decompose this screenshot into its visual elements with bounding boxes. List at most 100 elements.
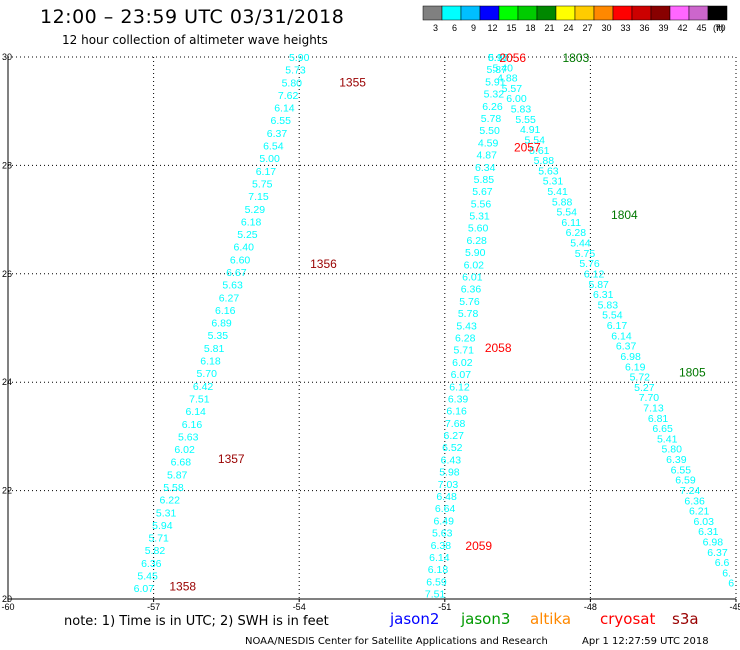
wave-height-value: 6.12 [449, 381, 470, 393]
pass-time-label: 1356 [310, 257, 337, 271]
x-tick-label: -45 [729, 602, 740, 612]
colorbar-swatch [460, 5, 481, 21]
wave-height-value: 5.80 [282, 77, 303, 89]
wave-height-value: 5.31 [156, 507, 177, 519]
wave-height-value: 5.72 [630, 372, 651, 384]
colorbar-swatch [536, 5, 557, 21]
pass-time-label: 1358 [169, 579, 196, 593]
wave-height-value: 5.78 [481, 113, 502, 125]
colorbar-swatch [669, 5, 690, 21]
colorbar-swatch [517, 5, 538, 21]
x-tick-label: -51 [438, 602, 451, 612]
pass-time-label: 2059 [465, 539, 492, 553]
wave-height-value: 6.34 [475, 162, 496, 174]
colorbar-swatch [422, 5, 443, 21]
pass-time-label: 1804 [611, 208, 638, 222]
wave-height-value: 5.81 [204, 343, 225, 355]
wave-height-value: 5.31 [469, 211, 490, 223]
wave-height-value: 7.62 [278, 90, 299, 102]
colorbar-swatch [650, 5, 671, 21]
wave-height-value: 6.02 [174, 444, 195, 456]
wave-height-value: 6.40 [234, 242, 255, 254]
wave-height-value: 5.17 [488, 52, 509, 64]
wave-height-value: 6.21 [689, 506, 710, 518]
wave-height-value: 7.03 [438, 479, 459, 491]
y-axis: 20 22 24 26 28 30 [2, 52, 12, 604]
colorbar-swatch [498, 5, 519, 21]
wave-height-value: 6.14 [429, 552, 450, 564]
wave-height-value: 6.14 [611, 330, 632, 342]
wave-height-value: 5.63 [222, 280, 243, 292]
x-tick-label: -54 [293, 602, 306, 612]
wave-height-value: 6.6 [715, 557, 730, 569]
colorbar-tick-label: 39 [658, 23, 668, 33]
wave-height-value: 5.43 [456, 320, 477, 332]
wave-height-value: 7.13 [643, 402, 664, 414]
wave-height-value: 6.49 [433, 515, 454, 527]
wave-height-value: 6.60 [230, 254, 251, 266]
colorbar-swatch [593, 5, 614, 21]
colorbar-tick-label: 24 [563, 23, 573, 33]
wave-height-value: 6.00 [506, 93, 527, 105]
wave-height-value: 5.87 [487, 64, 508, 76]
colorbar-tick-label: 30 [601, 23, 611, 33]
wave-height-value: 6.89 [211, 318, 232, 330]
colorbar-tick-label: 33 [620, 23, 630, 33]
wave-height-value: 5.76 [579, 258, 600, 270]
wave-height-value: 6. [722, 567, 731, 579]
wave-height-value: 6.81 [648, 413, 669, 425]
chart-title: 12:00 – 23:59 UTC 03/31/2018 [40, 6, 345, 28]
wave-height-value: 6.59 [675, 475, 696, 487]
wave-height-value: 5.25 [237, 229, 258, 241]
plot-frame [7, 57, 736, 600]
wave-height-value: 6.28 [466, 235, 487, 247]
wave-height-value: 6.42 [193, 381, 214, 393]
wave-height-value: 5.63 [432, 528, 453, 540]
wave-height-value: 6.02 [452, 357, 473, 369]
wave-height-value: 6.22 [160, 495, 181, 507]
wave-height-value: 6.36 [141, 558, 162, 570]
wave-height-value: 5.45 [137, 571, 158, 583]
colorbar-tick-label: 9 [471, 23, 476, 33]
wave-height-value: 5.71 [148, 533, 169, 545]
wave-height-value: 5.60 [468, 223, 489, 235]
wave-height-value: 5.98 [439, 467, 460, 479]
colorbar-unit-label: (ft) [713, 23, 724, 33]
wave-height-value: 5.54 [602, 310, 623, 322]
wave-height-value: 6 [728, 578, 734, 590]
wave-height-value: 6.54 [263, 141, 284, 153]
wave-height-value: 4.91 [520, 124, 541, 136]
wave-height-value: 5.67 [472, 186, 493, 198]
wave-height-value: 5.61 [529, 145, 550, 157]
wave-height-value: 5.29 [245, 204, 266, 216]
wave-height-value: 5.41 [657, 433, 678, 445]
wave-height-value: 6.68 [171, 457, 192, 469]
colorbar-tick-label: 27 [582, 23, 592, 33]
wave-height-value: 5.75 [575, 248, 596, 260]
wave-height-value: 5.31 [543, 176, 564, 188]
wave-height-value: 6.98 [703, 537, 724, 549]
y-tick-label: 28 [2, 160, 12, 170]
colorbar-tick-label: 36 [639, 23, 649, 33]
wave-height-value: 6.55 [270, 115, 291, 127]
colorbar-swatch [707, 5, 728, 21]
wave-height-value: 6.02 [464, 259, 485, 271]
y-tick-label: 26 [2, 269, 12, 279]
wave-height-value: 6.12 [584, 268, 605, 280]
wave-height-value: 6.39 [666, 454, 687, 466]
colorbar-swatch [479, 5, 500, 21]
time-labels: 1358 1357 1356 1355 2059 2058 2057 2056 1803 1804… [169, 51, 706, 593]
wave-height-value: 6.36 [684, 495, 705, 507]
wave-height-value: 5.76 [459, 296, 480, 308]
wave-height-value: 5.41 [547, 186, 568, 198]
wave-height-value: 5.87 [588, 279, 609, 291]
wave-height-value: 4.59 [478, 137, 499, 149]
wave-height-value: 5.63 [178, 431, 199, 443]
colorbar-tick-label: 42 [677, 23, 687, 33]
wave-height-value: 5.35 [208, 330, 229, 342]
colorbar-tick-label: 6 [452, 23, 457, 33]
colorbar-swatch [555, 5, 576, 21]
colorbar-swatch [612, 5, 633, 21]
colorbar-tick-label: 21 [544, 23, 554, 33]
wave-height-value: 5.90 [465, 247, 486, 259]
